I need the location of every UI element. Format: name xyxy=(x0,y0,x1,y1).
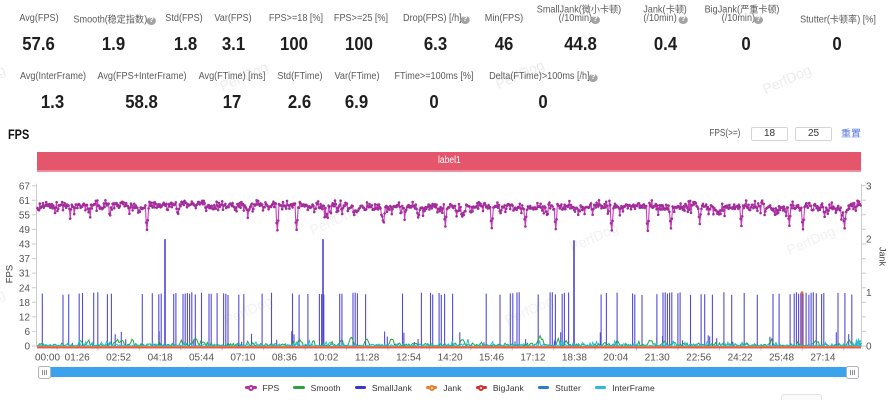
svg-text:FPS: FPS xyxy=(5,265,16,283)
svg-text:0: 0 xyxy=(866,342,872,353)
svg-text:3: 3 xyxy=(866,181,872,192)
svg-text:15:46: 15:46 xyxy=(479,352,504,363)
svg-text:12: 12 xyxy=(19,313,31,324)
svg-text:6: 6 xyxy=(24,327,30,338)
svg-text:10:02: 10:02 xyxy=(313,352,338,363)
svg-text:Jank: Jank xyxy=(878,247,888,267)
svg-text:43: 43 xyxy=(19,240,31,251)
svg-text:67: 67 xyxy=(19,181,31,192)
svg-text:17:12: 17:12 xyxy=(520,352,545,363)
svg-text:49: 49 xyxy=(19,225,31,236)
svg-text:01:26: 01:26 xyxy=(65,352,90,363)
svg-text:20:04: 20:04 xyxy=(603,352,628,363)
svg-text:PerfDog: PerfDog xyxy=(760,62,813,98)
svg-text:04:18: 04:18 xyxy=(148,352,173,363)
svg-text:PerfDog: PerfDog xyxy=(0,286,7,322)
svg-text:24: 24 xyxy=(19,283,31,294)
svg-text:12:54: 12:54 xyxy=(396,352,421,363)
svg-text:00:00: 00:00 xyxy=(35,352,60,363)
svg-text:21:30: 21:30 xyxy=(645,352,670,363)
svg-text:27:14: 27:14 xyxy=(810,352,835,363)
svg-text:24:22: 24:22 xyxy=(728,352,753,363)
svg-text:55: 55 xyxy=(19,210,31,221)
svg-text:1: 1 xyxy=(866,288,872,299)
svg-text:11:28: 11:28 xyxy=(355,352,380,363)
svg-text:18:38: 18:38 xyxy=(562,352,587,363)
svg-text:14:20: 14:20 xyxy=(438,352,463,363)
svg-text:PerfDog: PerfDog xyxy=(221,293,274,329)
svg-text:61: 61 xyxy=(19,196,31,207)
svg-text:22:56: 22:56 xyxy=(686,352,711,363)
svg-text:37: 37 xyxy=(19,254,31,265)
svg-text:PerfDog: PerfDog xyxy=(784,223,837,259)
svg-text:05:44: 05:44 xyxy=(189,352,214,363)
svg-text:31: 31 xyxy=(19,269,31,280)
svg-text:08:36: 08:36 xyxy=(272,352,297,363)
svg-text:02:52: 02:52 xyxy=(106,352,131,363)
svg-text:07:10: 07:10 xyxy=(230,352,255,363)
svg-text:2: 2 xyxy=(866,235,872,246)
svg-text:18: 18 xyxy=(19,298,31,309)
svg-text:0: 0 xyxy=(24,342,30,353)
svg-text:25:48: 25:48 xyxy=(769,352,794,363)
